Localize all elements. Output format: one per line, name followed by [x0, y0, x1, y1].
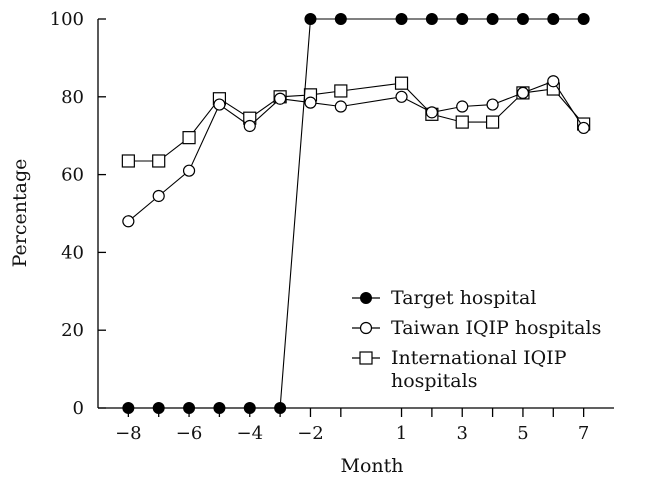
y-tick-label: 100 — [50, 9, 84, 30]
data-point — [182, 131, 196, 145]
data-point — [152, 189, 165, 203]
data-point — [425, 106, 438, 119]
legend-item: Taiwan IQIP hospitals — [352, 317, 601, 339]
x-tick-label: 7 — [578, 423, 589, 444]
data-point — [486, 13, 499, 25]
data-point — [547, 13, 560, 25]
data-point — [395, 13, 408, 25]
legend-marker — [359, 351, 373, 365]
data-point — [152, 402, 165, 414]
y-tick-label: 20 — [61, 320, 84, 341]
legend-label: hospitals — [391, 370, 477, 392]
x-tick-label: −6 — [176, 423, 203, 444]
data-point — [243, 119, 256, 133]
data-point — [334, 84, 348, 98]
data-point — [455, 115, 469, 129]
legend-marker — [360, 292, 372, 304]
data-point — [243, 402, 256, 414]
x-tick-label: −4 — [236, 423, 263, 444]
series-filled-circle — [122, 13, 590, 414]
x-tick-label: −2 — [297, 423, 324, 444]
legend-label: Taiwan IQIP hospitals — [391, 317, 601, 339]
data-point — [122, 402, 135, 414]
x-tick-label: −8 — [115, 423, 142, 444]
x-tick-label: 5 — [517, 423, 528, 444]
data-point — [334, 100, 347, 113]
data-point — [152, 154, 166, 168]
data-point — [304, 96, 317, 109]
data-point — [456, 100, 469, 113]
axes: 0 20 40 60 80 100 −8 −6 −4 −2 1 3 5 7 — [50, 9, 614, 444]
data-point — [213, 98, 226, 111]
data-point — [456, 13, 469, 25]
data-point — [577, 13, 590, 25]
data-point — [213, 402, 226, 414]
data-point — [182, 164, 196, 177]
series-layer — [121, 13, 591, 414]
y-tick-label: 60 — [61, 165, 84, 186]
x-tick-label: 1 — [396, 423, 407, 444]
data-point — [516, 13, 529, 25]
legend-marker — [359, 321, 373, 335]
series-line — [128, 82, 585, 162]
data-point — [183, 402, 196, 414]
y-axis-label: Percentage — [9, 159, 31, 268]
data-point — [394, 76, 409, 90]
y-tick-label: 80 — [61, 87, 84, 108]
y-tick-label: 0 — [73, 398, 84, 419]
legend: Target hospital Taiwan IQIP hospitals Inte… — [352, 287, 601, 392]
series-line — [128, 80, 585, 222]
data-point — [304, 13, 317, 25]
series-open-circle — [122, 75, 590, 228]
x-tick-label: 3 — [457, 423, 468, 444]
data-point — [425, 13, 438, 25]
data-point — [395, 90, 408, 103]
data-point — [547, 75, 560, 88]
data-point — [486, 98, 499, 111]
legend-label: Target hospital — [391, 287, 536, 309]
legend-label: International IQIP — [391, 347, 567, 369]
data-point — [274, 402, 287, 414]
data-point — [121, 154, 135, 168]
data-point — [122, 215, 135, 228]
data-point — [334, 13, 347, 25]
legend-item: Target hospital — [352, 287, 536, 309]
data-point — [485, 115, 500, 129]
y-tick-label: 40 — [61, 242, 84, 263]
data-point — [516, 86, 530, 100]
data-point — [274, 92, 287, 105]
data-point — [577, 121, 590, 135]
x-axis-label: Month — [340, 455, 403, 477]
